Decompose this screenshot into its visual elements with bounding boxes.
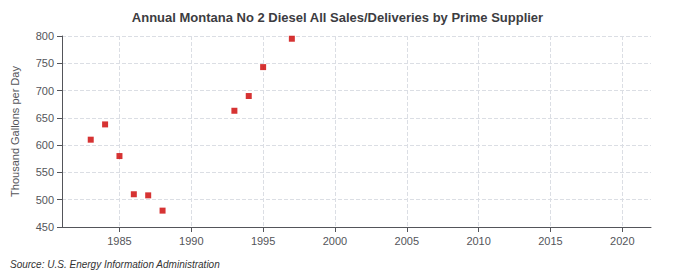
svg-text:550: 550 <box>36 166 54 178</box>
svg-text:2015: 2015 <box>538 235 562 247</box>
svg-text:800: 800 <box>36 30 54 42</box>
svg-text:1995: 1995 <box>251 235 275 247</box>
svg-text:650: 650 <box>36 112 54 124</box>
svg-text:2000: 2000 <box>323 235 347 247</box>
svg-text:750: 750 <box>36 57 54 69</box>
svg-text:2020: 2020 <box>610 235 634 247</box>
svg-text:1985: 1985 <box>107 235 131 247</box>
svg-text:600: 600 <box>36 139 54 151</box>
svg-text:2010: 2010 <box>466 235 490 247</box>
svg-text:500: 500 <box>36 194 54 206</box>
svg-text:Thousand Gallons per Day: Thousand Gallons per Day <box>9 66 21 197</box>
svg-text:1990: 1990 <box>179 235 203 247</box>
svg-text:2005: 2005 <box>395 235 419 247</box>
svg-text:Annual Montana No 2 Diesel All: Annual Montana No 2 Diesel All Sales/Del… <box>132 10 543 25</box>
svg-text:Source: U.S. Energy Informatio: Source: U.S. Energy Information Administ… <box>10 259 220 270</box>
svg-text:450: 450 <box>36 221 54 233</box>
svg-text:700: 700 <box>36 85 54 97</box>
